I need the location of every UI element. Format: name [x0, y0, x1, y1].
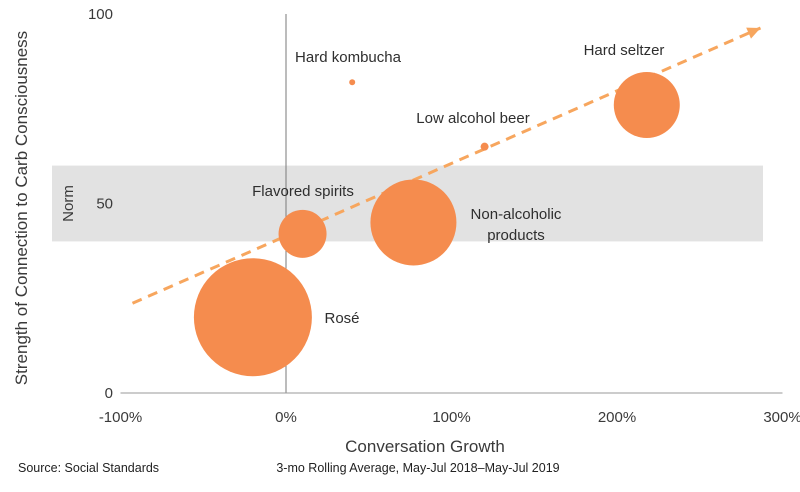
bubble-non-alcoholic-products — [370, 179, 457, 266]
bubble-flavored-spirits — [278, 209, 327, 258]
y-tick-label: 0 — [105, 385, 113, 402]
y-tick-label: 100 — [88, 6, 113, 23]
trendline — [131, 26, 762, 305]
norm-band-label: Norm — [60, 185, 77, 222]
bubble-hard-kombucha — [349, 79, 356, 86]
bubble-label-ros: Rosé — [324, 310, 359, 327]
y-tick-label: 50 — [96, 196, 113, 213]
x-tick-label: 200% — [598, 409, 636, 426]
bubble-hard-seltzer — [613, 71, 680, 138]
bubble-label-hard-seltzer: Hard seltzer — [584, 42, 665, 59]
bubble-layer — [193, 71, 680, 377]
x-tick-label: 100% — [432, 409, 470, 426]
bubble-ros — [193, 258, 312, 377]
source-note: Source: Social Standards — [18, 461, 159, 475]
bubble-label-low-alcohol-beer: Low alcohol beer — [416, 110, 529, 127]
x-axis-title: Conversation Growth — [345, 437, 505, 456]
x-tick-label: -100% — [99, 409, 142, 426]
x-tick-label: 300% — [763, 409, 800, 426]
trendline-arrowhead — [746, 27, 761, 39]
bubble-label-flavored-spirits: Flavored spirits — [252, 183, 354, 200]
bubble-label-non-alcoholic-products: Non-alcoholic products — [471, 206, 562, 244]
bubble-low-alcohol-beer — [480, 142, 489, 151]
bubble-label-hard-kombucha: Hard kombucha — [295, 49, 402, 66]
y-axis-title: Strength of Connection to Carb Conscious… — [12, 31, 31, 385]
bubble-label-layer: Hard kombucha Hard seltzer Low alcohol bee… — [252, 42, 664, 327]
x-tick-label: 0% — [275, 409, 297, 426]
trendline-layer — [131, 26, 762, 305]
period-note: 3-mo Rolling Average, May-Jul 2018–May-J… — [276, 461, 559, 475]
